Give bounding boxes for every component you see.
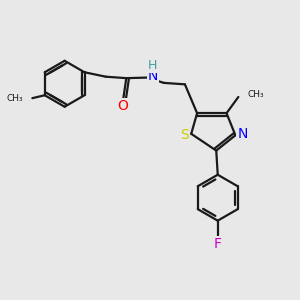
Text: N: N: [238, 127, 248, 141]
Text: N: N: [148, 69, 158, 83]
Text: O: O: [117, 99, 128, 113]
Text: CH₃: CH₃: [247, 90, 264, 99]
Text: F: F: [214, 237, 222, 251]
Text: CH₃: CH₃: [7, 94, 23, 103]
Text: S: S: [180, 128, 189, 142]
Text: H: H: [148, 59, 158, 72]
